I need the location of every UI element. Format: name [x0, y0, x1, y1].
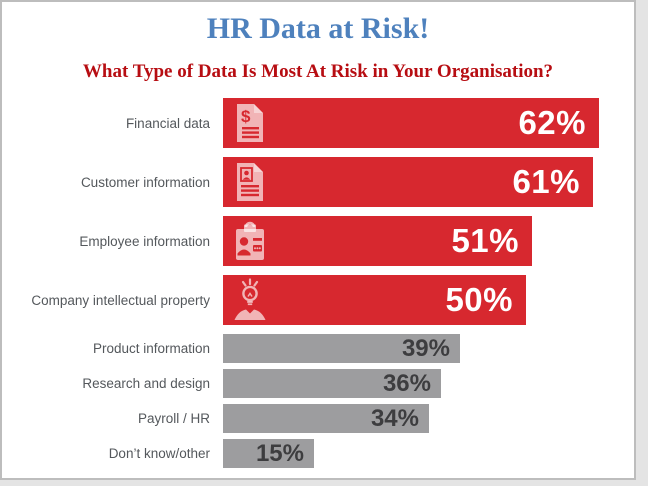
category-label: Research and design [82, 376, 210, 391]
chart-row: Research and design 36% [2, 369, 634, 398]
chart-row: Customer information 61% [2, 157, 634, 207]
category-label: Product information [92, 341, 210, 356]
bar-company-intellectual-property: 50% [223, 275, 526, 325]
bar-track: 62% [223, 98, 634, 148]
bar-track: 51% [223, 216, 634, 266]
chart-row: Employee information 51% [2, 216, 634, 266]
page-title: HR Data at Risk! [206, 12, 430, 45]
chart-row: Don’t know/other 15% [2, 439, 634, 468]
value-label: 61% [512, 163, 580, 200]
bar-track: 61% [223, 157, 634, 207]
bar-track: 34% [223, 404, 634, 433]
bar-product-information: 39% [223, 334, 460, 363]
category-label: Financial data [125, 115, 210, 131]
value-label: 62% [518, 104, 586, 141]
bar-payroll-hr: 34% [223, 404, 429, 433]
value-label: 36% [382, 369, 431, 397]
dollar-document-icon [230, 101, 270, 145]
category-label: Customer information [80, 174, 210, 190]
bar-customer-information: 61% [223, 157, 593, 207]
value-label: 50% [445, 281, 513, 318]
category-label: Employee information [79, 233, 210, 249]
category-label: Don’t know/other [108, 446, 210, 461]
bar-financial-data: 62% [223, 98, 599, 148]
chart-row: Financial data 62% [2, 98, 634, 148]
chart-row: Payroll / HR 34% [2, 404, 634, 433]
customer-document-icon [230, 160, 270, 204]
infographic-card: HR Data at Risk! What Type of Data Is Mo… [0, 0, 636, 480]
bar-employee-information: 51% [223, 216, 532, 266]
idea-person-icon [230, 278, 270, 322]
bar-track: 50% [223, 275, 634, 325]
value-label: 39% [401, 334, 450, 362]
value-label: 51% [451, 222, 519, 259]
chart-row: Product information 39% [2, 334, 634, 363]
chart-rows: Financial data 62% Customer information 61%… [2, 98, 634, 468]
employee-badge-icon [230, 219, 270, 263]
category-label: Payroll / HR [137, 411, 210, 426]
page-subtitle: What Type of Data Is Most At Risk in You… [82, 61, 554, 82]
bar-track: 39% [223, 334, 634, 363]
value-label: 34% [370, 404, 419, 432]
value-label: 15% [255, 439, 304, 467]
category-label: Company intellectual property [31, 292, 210, 308]
bar-track: 36% [223, 369, 634, 398]
bar-don-t-know-other: 15% [223, 439, 314, 468]
bar-research-and-design: 36% [223, 369, 441, 398]
bar-track: 15% [223, 439, 634, 468]
bar-chart: Financial data 62% Customer information 61%… [2, 98, 634, 468]
chart-row: Company intellectual property 50% [2, 275, 634, 325]
